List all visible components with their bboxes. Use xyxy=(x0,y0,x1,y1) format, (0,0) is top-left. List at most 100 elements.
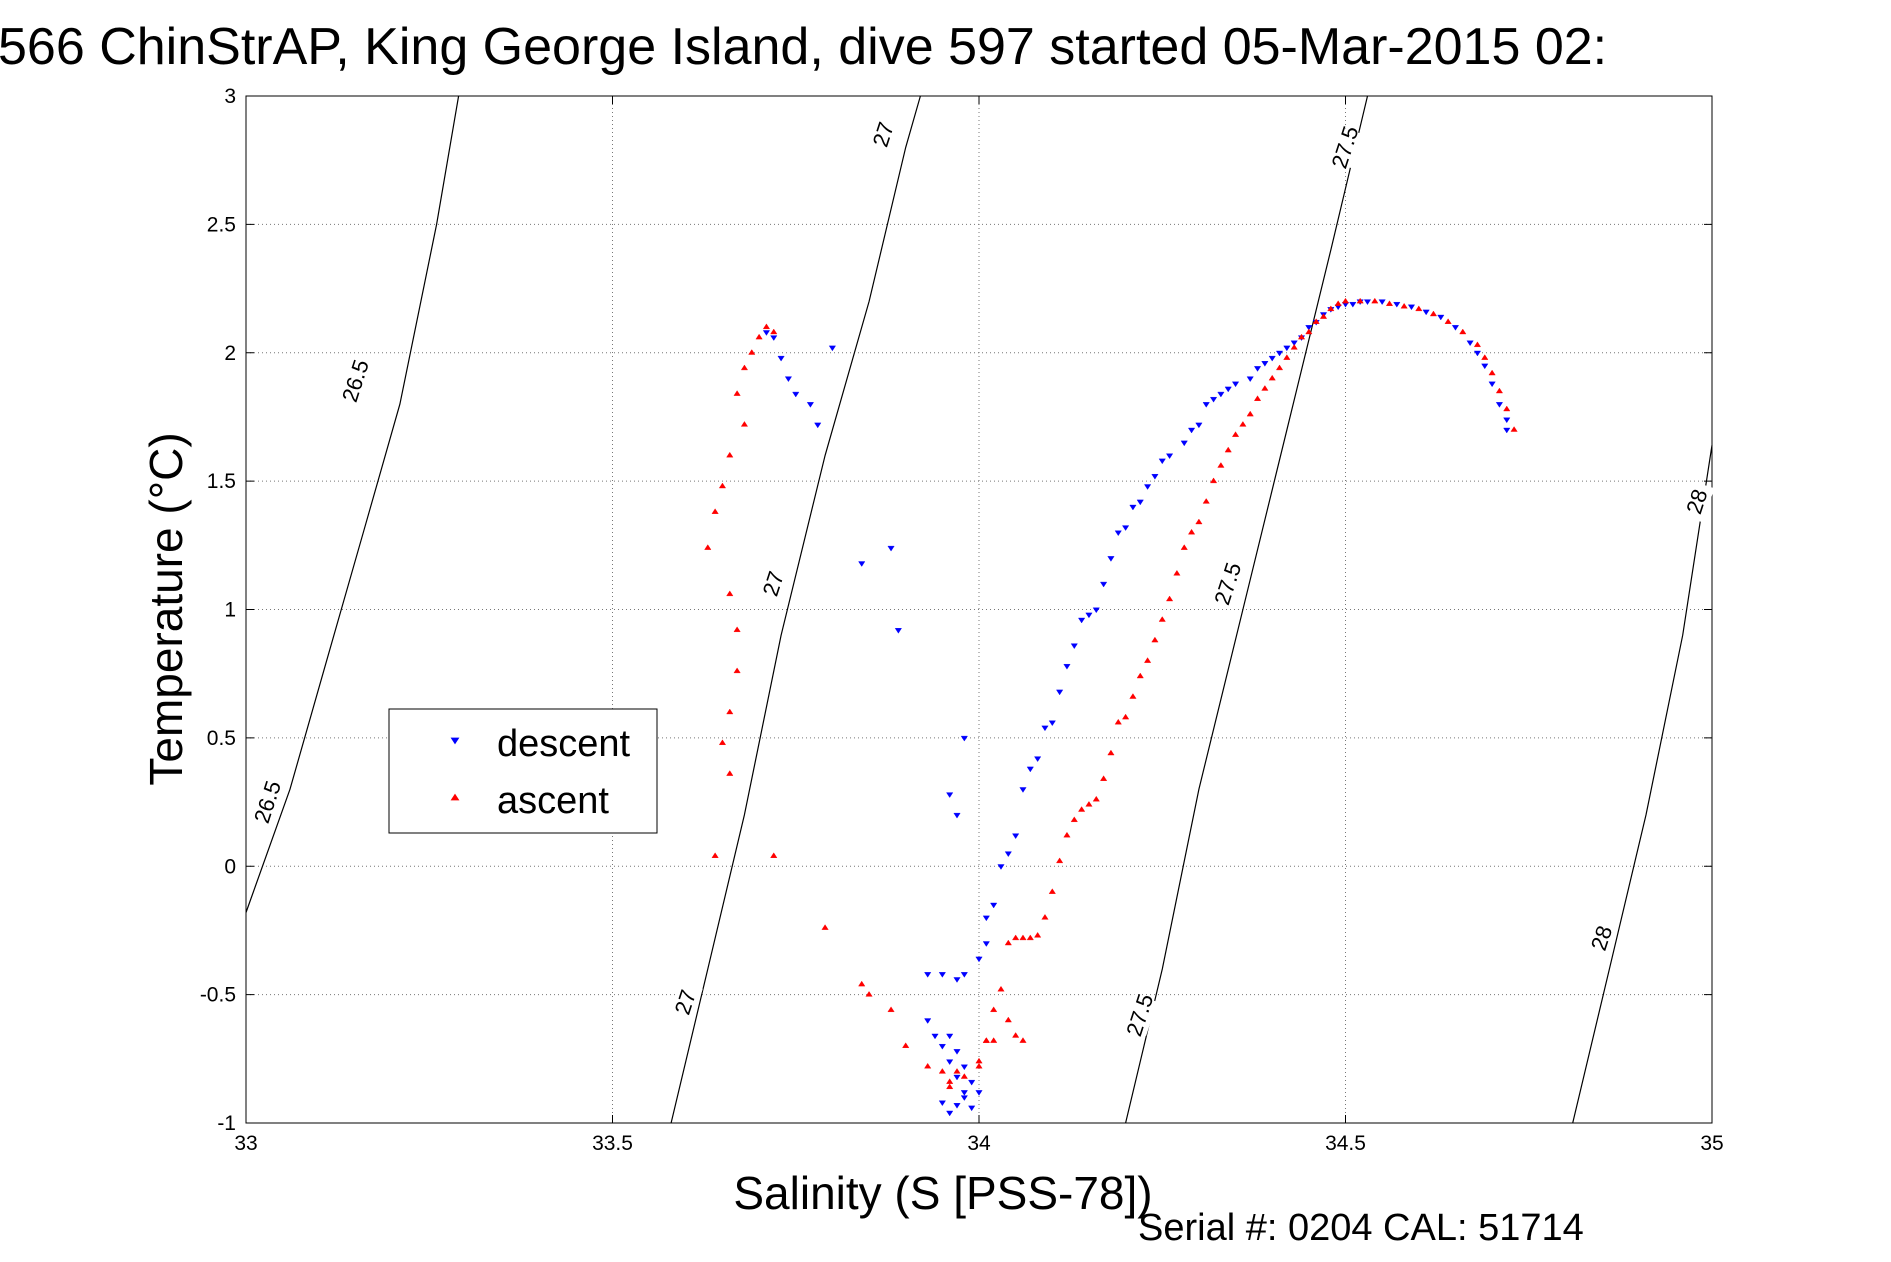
ascent-point xyxy=(1173,569,1181,576)
ascent-point xyxy=(1290,344,1298,350)
ascent-point xyxy=(1092,795,1100,802)
ascent-point xyxy=(997,985,1005,992)
ascent-point xyxy=(1488,369,1496,376)
ascent-point xyxy=(1070,816,1078,822)
descent-point xyxy=(1092,607,1100,614)
x-axis-ticks: 33 33.5 34 34.5 35 xyxy=(234,96,1724,1155)
descent-series xyxy=(762,299,1511,1117)
ascent-point xyxy=(1114,718,1122,725)
ascent-point xyxy=(1341,297,1350,304)
y-tick-label: 1.5 xyxy=(207,470,236,493)
descent-point xyxy=(1019,787,1027,793)
descent-point xyxy=(762,330,770,336)
descent-point xyxy=(1349,302,1357,308)
descent-point xyxy=(1305,325,1313,331)
descent-point xyxy=(953,1049,961,1055)
descent-point xyxy=(1188,427,1196,434)
ascent-point xyxy=(1158,616,1166,622)
descent-point xyxy=(1136,499,1144,506)
ascent-point xyxy=(1144,657,1152,663)
ascent-point xyxy=(711,852,719,858)
grid-lines xyxy=(246,96,1712,1123)
descent-point xyxy=(1466,340,1474,347)
descent-point xyxy=(1437,314,1445,321)
ascent-point xyxy=(1122,713,1130,720)
legend-box xyxy=(388,708,658,834)
descent-point xyxy=(1070,643,1078,650)
ascent-point xyxy=(704,544,712,550)
ascent-point xyxy=(1459,328,1467,335)
ascent-point xyxy=(1019,1037,1027,1043)
y-tick-label: 3 xyxy=(224,85,236,108)
descent-point xyxy=(1422,309,1430,316)
density-contour-label: 27.5 xyxy=(1327,123,1364,171)
ascent-point xyxy=(726,451,734,458)
ascent-point xyxy=(1026,934,1034,941)
descent-point xyxy=(1004,851,1012,857)
descent-point xyxy=(1151,474,1159,480)
descent-point xyxy=(1253,366,1262,372)
descent-point xyxy=(938,972,946,978)
descent-point xyxy=(924,1018,932,1024)
ascent-point xyxy=(975,1057,983,1064)
descent-point xyxy=(1012,833,1020,840)
density-contour-line xyxy=(1572,445,1713,1124)
descent-point xyxy=(953,812,961,819)
x-tick-label: 34 xyxy=(967,1132,991,1155)
ascent-point xyxy=(1510,426,1518,432)
x-tick-label: 35 xyxy=(1700,1132,1723,1155)
ascent-point xyxy=(1151,636,1159,643)
ascent-point xyxy=(1034,932,1042,938)
descent-point xyxy=(1041,725,1049,732)
descent-point xyxy=(960,1095,968,1101)
descent-point xyxy=(1283,345,1291,352)
descent-point xyxy=(1195,422,1203,429)
ascent-point xyxy=(1319,313,1328,319)
descent-point xyxy=(960,1064,968,1071)
descent-point xyxy=(990,902,998,909)
descent-point xyxy=(938,1044,946,1050)
ascent-point xyxy=(770,852,778,858)
descent-point xyxy=(953,1074,961,1081)
descent-point xyxy=(960,972,968,978)
ascent-point xyxy=(733,667,741,674)
y-axis-label: Temperature (°C) xyxy=(140,432,192,785)
y-tick-label: 2.5 xyxy=(207,213,236,236)
ascent-point xyxy=(726,590,734,597)
ascent-point xyxy=(1312,318,1320,324)
ascent-point xyxy=(1371,297,1379,304)
x-tick-label: 33 xyxy=(234,1132,257,1155)
descent-point xyxy=(1363,299,1372,305)
ascent-point xyxy=(1202,498,1210,504)
contour-label-background xyxy=(1585,917,1620,959)
descent-point xyxy=(1034,756,1042,762)
descent-point xyxy=(792,391,800,398)
ascent-point xyxy=(733,390,741,396)
descent-point xyxy=(1144,484,1152,490)
descent-point xyxy=(1158,458,1166,465)
descent-point xyxy=(1180,440,1188,447)
descent-point xyxy=(1048,720,1056,727)
descent-point xyxy=(1275,350,1284,357)
legend-descent-label: descent xyxy=(497,723,631,765)
ascent-point xyxy=(887,1006,895,1012)
ascent-point xyxy=(1275,364,1284,371)
descent-point xyxy=(1231,381,1240,388)
descent-point xyxy=(806,402,814,408)
descent-point xyxy=(828,345,836,352)
descent-point xyxy=(770,335,778,341)
descent-point xyxy=(1224,386,1232,393)
descent-point xyxy=(1268,355,1276,362)
ascent-point xyxy=(946,1083,954,1090)
y-tick-label: 0.5 xyxy=(207,727,236,750)
descent-point xyxy=(1451,325,1460,331)
descent-point xyxy=(924,972,932,978)
contour-label-background xyxy=(1680,480,1715,523)
density-contour-label: 26.5 xyxy=(337,357,374,405)
descent-point xyxy=(946,792,954,798)
legend-ascent-marker xyxy=(450,793,460,801)
ascent-point xyxy=(718,739,727,745)
ascent-point xyxy=(1356,297,1364,304)
ascent-point xyxy=(1100,775,1108,781)
descent-point xyxy=(784,376,792,382)
